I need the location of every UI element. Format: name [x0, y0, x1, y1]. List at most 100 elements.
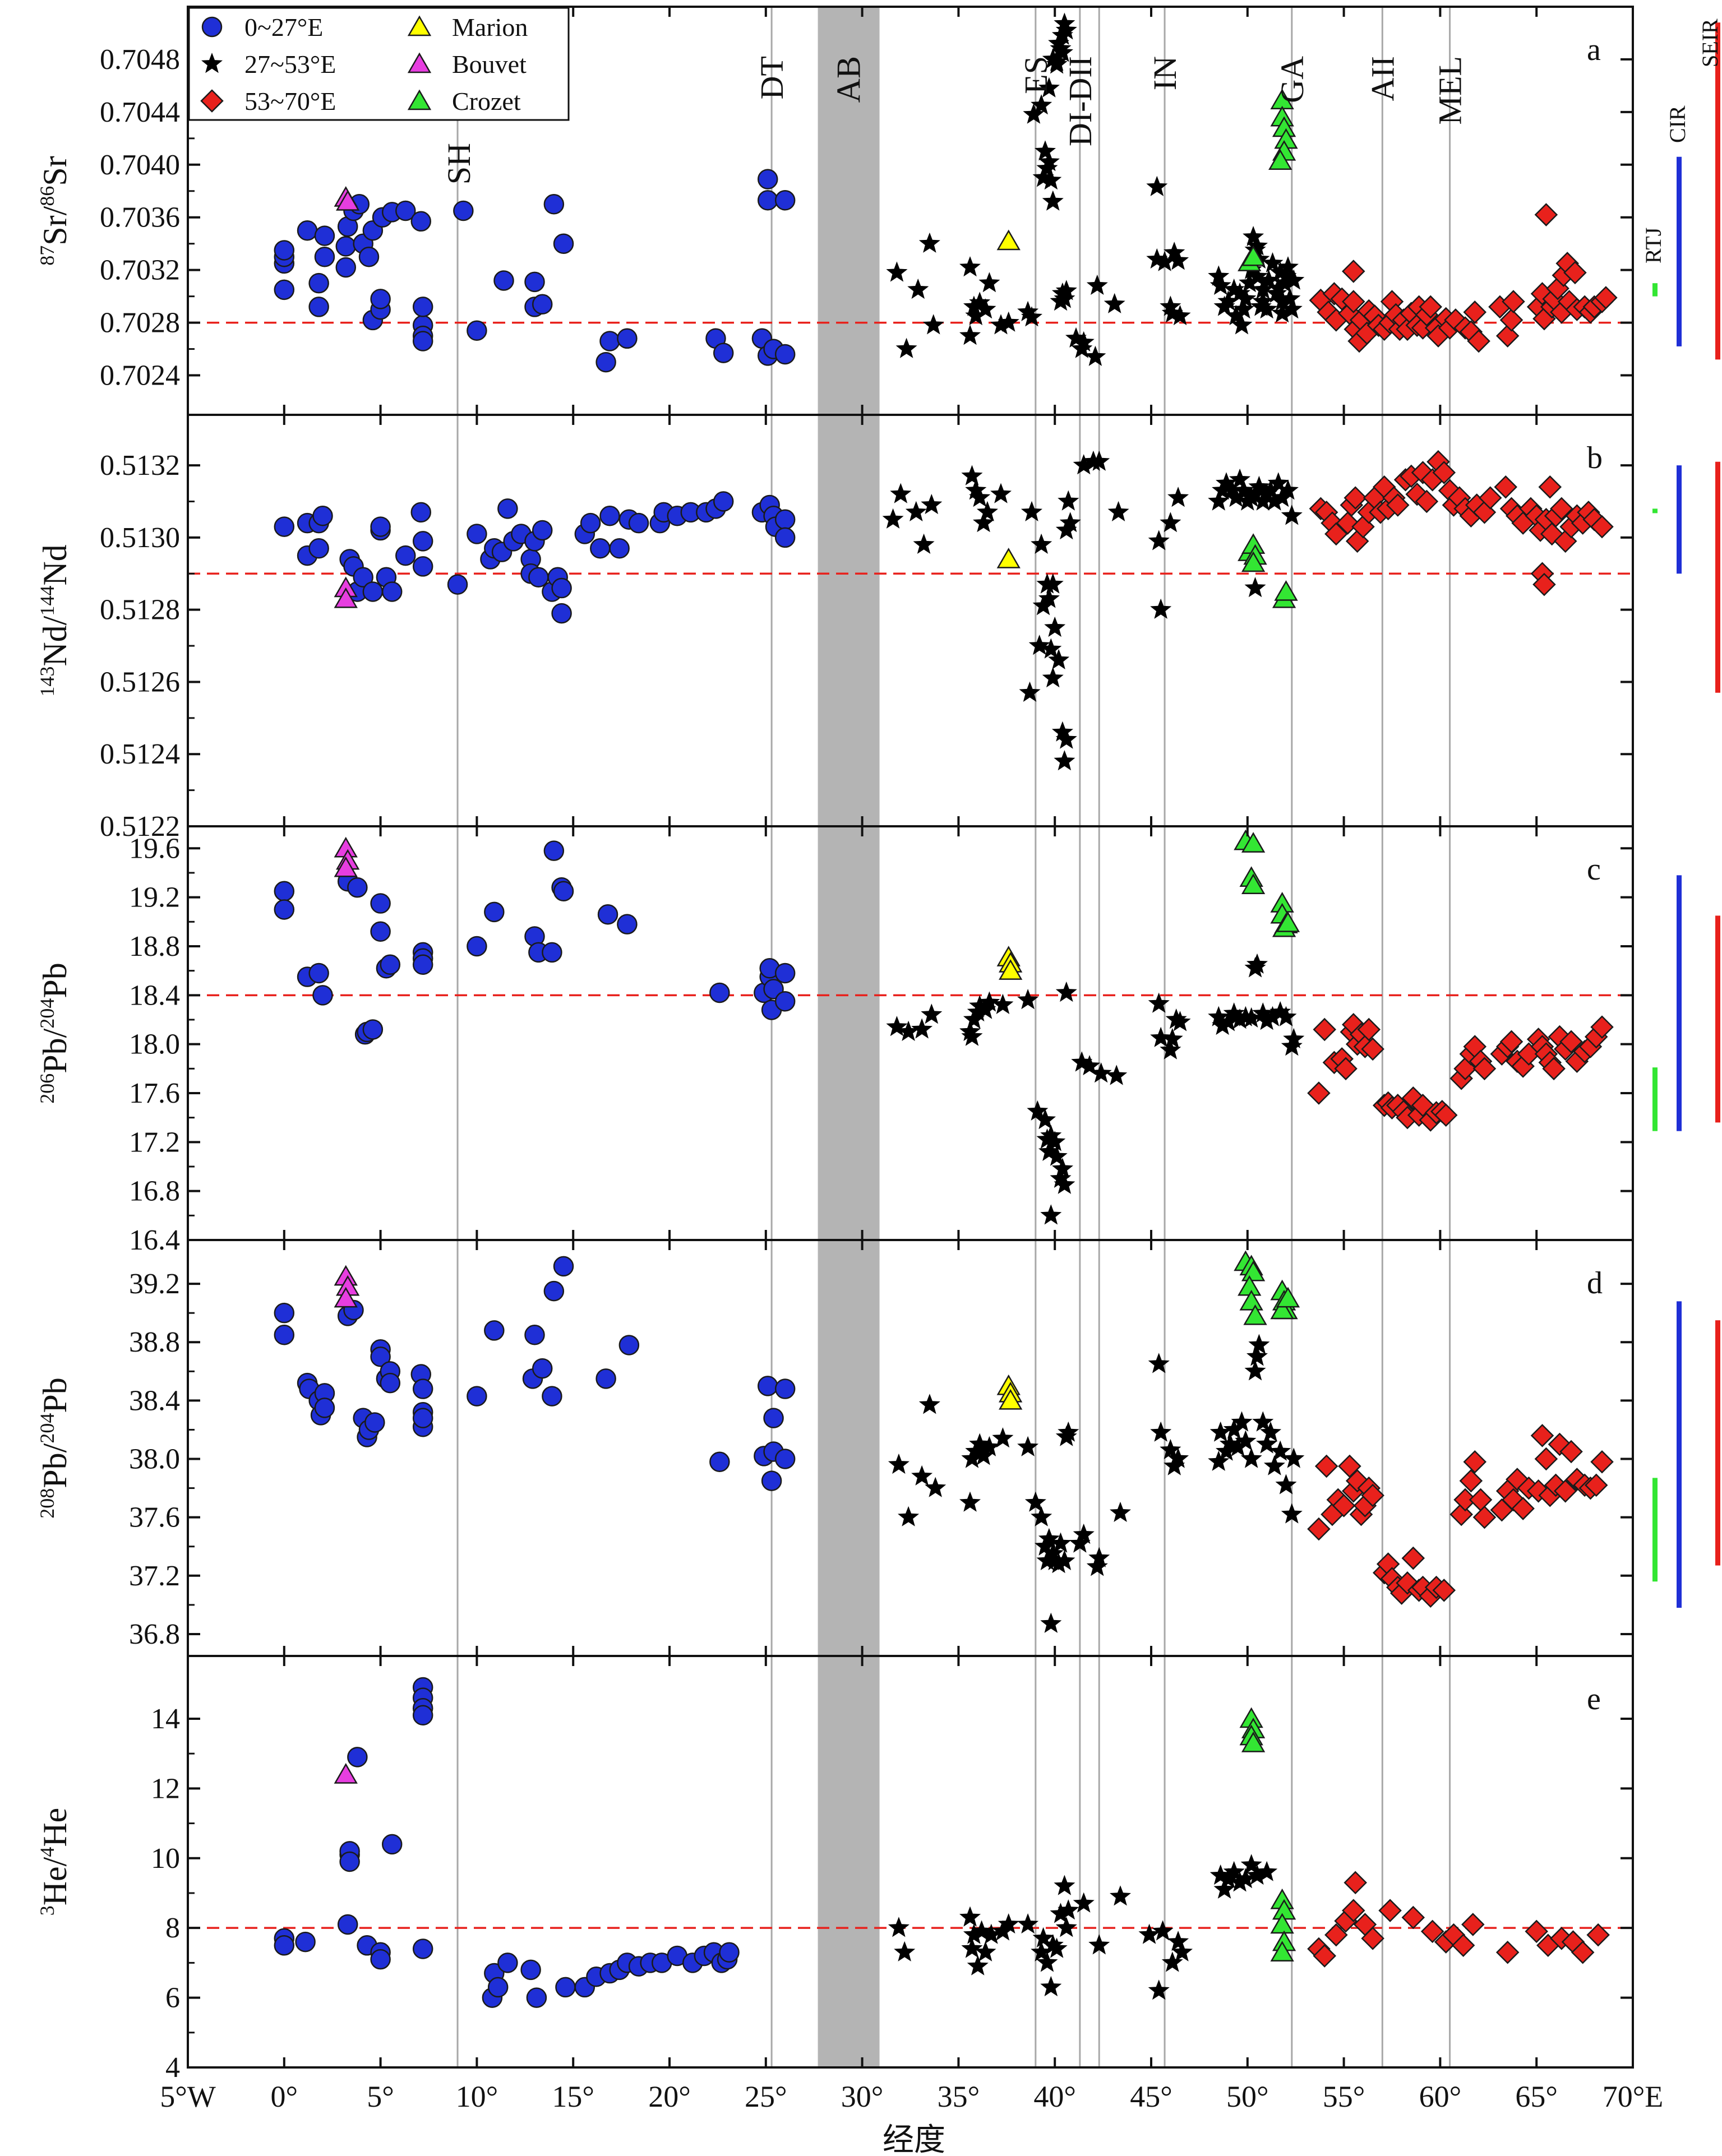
- point-53-70e-c: [1357, 1017, 1381, 1042]
- point-27-53e-a: [990, 314, 1012, 335]
- point-27-53e-d: [888, 1453, 910, 1474]
- point-27-53e-e: [1256, 1861, 1278, 1881]
- point-0-27e-d: [709, 1451, 730, 1472]
- x-tick-label: 50°: [1226, 2080, 1269, 2113]
- point-27-53e-d: [1038, 1528, 1060, 1548]
- point-53-70e-b: [1405, 482, 1429, 506]
- point-27-53e-d: [1017, 1436, 1039, 1456]
- point-27-53e-e: [1032, 1927, 1054, 1947]
- point-0-27e-b: [370, 516, 391, 537]
- point-27-53e-d: [1044, 1549, 1066, 1570]
- point-53-70e-c: [1401, 1086, 1425, 1110]
- point-27-53e-e: [1148, 1979, 1170, 2000]
- x-tick-label: 5°: [367, 2080, 394, 2113]
- point-0-27e-c: [370, 921, 391, 942]
- point-0-27e-d: [364, 1412, 385, 1433]
- point-0-27e-d: [380, 1372, 401, 1394]
- point-27-53e-a: [1231, 314, 1253, 335]
- ridge-bar-cir-b: [1677, 465, 1682, 574]
- point-53-70e-e: [1586, 1923, 1610, 1947]
- legend-label-crozet: Crozet: [452, 87, 521, 115]
- vertical-line-label-in: IN: [1147, 56, 1183, 90]
- point-0-27e-a: [335, 257, 357, 278]
- y-tick-label-b: 0.5126: [100, 666, 180, 698]
- point-27-53e-a: [963, 295, 985, 316]
- ridge-bar-rtj-b: [1652, 508, 1658, 513]
- point-crozet-b: [1241, 551, 1266, 572]
- point-0-27e-a: [543, 194, 565, 215]
- point-0-27e-a: [599, 331, 620, 351]
- point-27-53e-b: [1244, 577, 1266, 598]
- point-0-27e-b: [528, 567, 549, 587]
- y-tick-label-c: 18.0: [129, 1029, 180, 1061]
- point-27-53e-e: [1088, 1934, 1110, 1955]
- point-27-53e-c: [1071, 1051, 1093, 1072]
- x-tick-label: 40°: [1033, 2080, 1076, 2113]
- point-27-53e-a: [1271, 290, 1293, 311]
- point-27-53e-a: [1055, 280, 1077, 300]
- point-27-53e-c: [1040, 1204, 1062, 1225]
- point-0-27e-b: [467, 524, 487, 544]
- point-53-70e-c: [1559, 1030, 1583, 1054]
- point-27-53e-a: [1038, 77, 1060, 98]
- y-tick-label-c: 17.2: [129, 1126, 180, 1158]
- point-0-27e-c: [347, 877, 368, 898]
- point-27-53e-c: [1169, 1011, 1191, 1031]
- point-27-53e-a: [1269, 261, 1291, 282]
- point-crozet-d: [1241, 1260, 1266, 1281]
- panel-frame-e: [187, 1655, 1634, 2069]
- point-0-27e-d: [595, 1368, 616, 1389]
- point-0-27e-b: [590, 538, 611, 559]
- point-27-53e-a: [1225, 304, 1247, 326]
- x-tick-label: 65°: [1515, 2080, 1558, 2113]
- point-27-53e-e: [963, 1923, 985, 1944]
- y-tick-label-a: 0.7040: [100, 149, 180, 181]
- point-27-53e-a: [1055, 19, 1077, 40]
- vertical-line-label-sh: SH: [441, 143, 477, 184]
- point-53-70e-a: [1463, 300, 1487, 324]
- point-27-53e-e: [980, 1923, 1002, 1944]
- x-tick-label: 30°: [841, 2080, 884, 2113]
- point-27-53e-d: [1160, 1438, 1181, 1460]
- point-0-27e-d: [412, 1378, 433, 1399]
- point-53-70e-c: [1472, 1057, 1497, 1081]
- point-27-53e-c: [1223, 1002, 1245, 1023]
- point-27-53e-b: [965, 479, 987, 500]
- panel-letter-e: e: [1587, 1682, 1601, 1717]
- y-tick-label-c: 19.2: [129, 882, 180, 914]
- point-0-27e-a: [308, 297, 329, 317]
- point-27-53e-e: [971, 1920, 992, 1941]
- point-27-53e-e: [1161, 1951, 1183, 1972]
- point-27-53e-b: [1088, 450, 1110, 471]
- point-27-53e-c: [1035, 1109, 1056, 1130]
- point-53-70e-e: [1324, 1923, 1348, 1947]
- point-marion-a: [996, 229, 1021, 251]
- shaded-band-ab: [818, 7, 880, 2067]
- point-27-53e-a: [1235, 288, 1257, 308]
- point-27-53e-b: [976, 501, 998, 521]
- ridge-label-rtj: RTJ: [1641, 228, 1666, 263]
- point-27-53e-b: [1059, 512, 1081, 533]
- point-27-53e-d: [1088, 1547, 1110, 1567]
- point-27-53e-e: [1152, 1920, 1174, 1941]
- x-tick-label: 60°: [1419, 2080, 1462, 2113]
- point-marion-d: [999, 1389, 1023, 1410]
- point-53-70e-a: [1502, 290, 1525, 313]
- x-tick-label: 55°: [1323, 2080, 1365, 2113]
- point-27-53e-d: [1275, 1474, 1297, 1495]
- x-axis-title: 经度: [883, 2123, 945, 2156]
- y-axis-title-c: 206Pb/204Pb: [36, 963, 73, 1103]
- point-bouvet-c: [334, 856, 358, 877]
- point-53-70e-c: [1361, 1037, 1384, 1061]
- point-0-27e-c: [362, 1019, 384, 1040]
- legend-marker-53-70e: [200, 89, 224, 113]
- point-27-53e-e: [998, 1913, 1019, 1934]
- point-53-70e-d: [1453, 1488, 1477, 1512]
- point-0-27e-d: [763, 1408, 784, 1428]
- y-axis-title-d: 208Pb/204Pb: [36, 1377, 73, 1518]
- point-0-27e-c: [543, 840, 565, 861]
- point-crozet-d: [1270, 1298, 1294, 1320]
- vertical-line-label-aii: AII: [1364, 56, 1401, 101]
- point-53-70e-d: [1553, 1479, 1577, 1503]
- ridge-label-cir: CIR: [1665, 105, 1690, 143]
